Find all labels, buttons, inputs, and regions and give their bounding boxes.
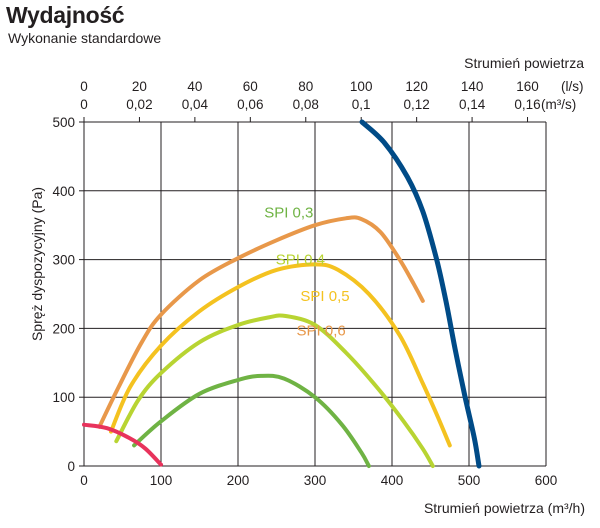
y-tick-label: 500 bbox=[52, 115, 75, 130]
curve-spi-0-3 bbox=[132, 373, 371, 468]
curve-label-spi-0-3: SPI 0,3 bbox=[264, 205, 313, 222]
curve-krzywa-maksymalna bbox=[359, 119, 482, 469]
ls-unit-label: (l/s) bbox=[561, 79, 584, 94]
curve-spi-0-4 bbox=[114, 313, 435, 468]
page-title: Wydajność bbox=[6, 2, 125, 28]
curve-label-spi-0-6: SPI 0,6 bbox=[297, 322, 346, 339]
y-axis-title: Spręż dyspozycyjny (Pa) bbox=[29, 187, 45, 341]
x-tick-label: 400 bbox=[381, 473, 404, 488]
top-m3s-tick-label: 0,12 bbox=[403, 97, 429, 112]
page-subtitle: Wykonanie standardowe bbox=[8, 30, 162, 46]
curve-label-spi-0-5: SPI 0,5 bbox=[300, 288, 349, 305]
top-m3s-tick-label: 0,02 bbox=[126, 97, 152, 112]
top-ls-tick-label: 20 bbox=[132, 79, 147, 94]
top-m3s-tick-label: 0,1 bbox=[352, 97, 371, 112]
top-axis-title: Strumień powietrza bbox=[464, 55, 584, 71]
y-tick-label: 0 bbox=[67, 459, 75, 474]
top-ls-tick-label: 80 bbox=[298, 79, 313, 94]
y-tick-label: 100 bbox=[52, 390, 75, 405]
curve-spi-0-5 bbox=[109, 262, 452, 448]
chart-text: Strumień powietrza (l/s) (m³/s) Strumień… bbox=[29, 55, 585, 516]
top-m3s-tick-label: 0,06 bbox=[237, 97, 263, 112]
curve-label-spi-0-4: SPI 0,4 bbox=[276, 251, 325, 268]
x-tick-label: 0 bbox=[80, 473, 88, 488]
top-ls-tick-label: 60 bbox=[243, 79, 258, 94]
top-m3s-tick-label: 0 bbox=[80, 97, 88, 112]
top-m3s-tick-label: 0,04 bbox=[182, 97, 209, 112]
top-m3s-tick-label: 0,16 bbox=[514, 97, 540, 112]
m3s-unit-label: (m³/s) bbox=[541, 97, 576, 112]
y-tick-label: 400 bbox=[52, 184, 75, 199]
chart-grid bbox=[79, 117, 547, 467]
top-ls-tick-label: 100 bbox=[350, 79, 373, 94]
chart-curves bbox=[82, 119, 482, 469]
top-ls-tick-label: 120 bbox=[405, 79, 428, 94]
x-tick-label: 600 bbox=[535, 473, 558, 488]
x-tick-label: 500 bbox=[458, 473, 481, 488]
x-tick-label: 200 bbox=[227, 473, 250, 488]
top-ls-tick-label: 40 bbox=[187, 79, 202, 94]
y-tick-label: 300 bbox=[52, 253, 75, 268]
top-ls-tick-label: 0 bbox=[80, 79, 88, 94]
top-m3s-tick-label: 0,14 bbox=[459, 97, 486, 112]
x-tick-label: 300 bbox=[304, 473, 327, 488]
top-m3s-tick-label: 0,08 bbox=[293, 97, 319, 112]
top-ls-tick-label: 160 bbox=[516, 79, 539, 94]
curve-granica-minimalna bbox=[82, 422, 163, 467]
y-tick-label: 200 bbox=[52, 321, 75, 336]
top-ls-tick-label: 140 bbox=[461, 79, 484, 94]
curve-spi-0-6 bbox=[97, 215, 425, 429]
x-axis-title: Strumień powietrza (m³/h) bbox=[424, 500, 585, 516]
x-tick-label: 100 bbox=[150, 473, 173, 488]
